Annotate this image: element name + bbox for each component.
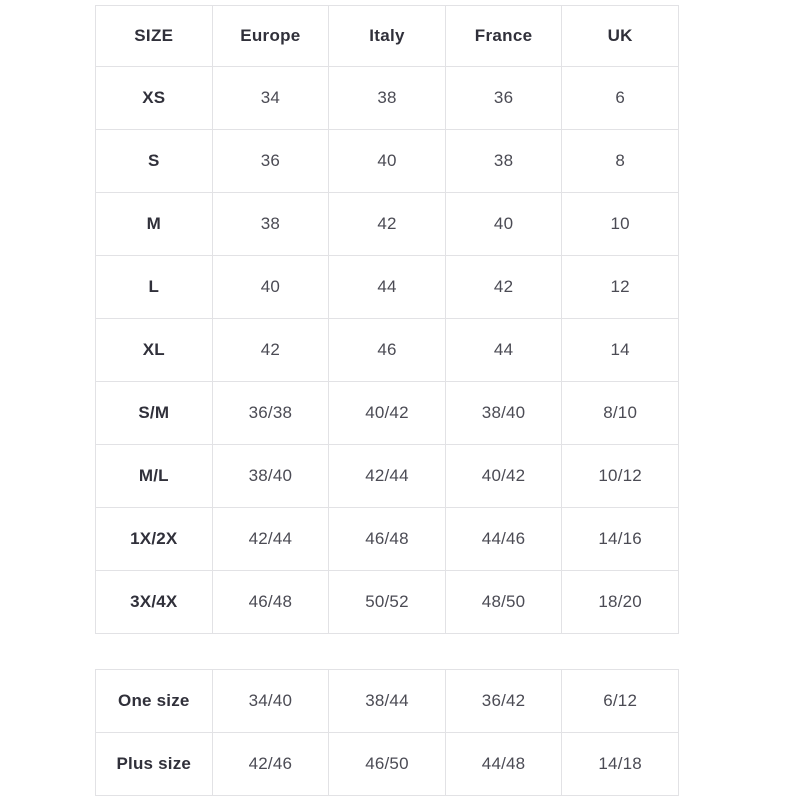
size-value-cell: 40 — [444, 192, 563, 256]
size-value-cell: 42 — [444, 255, 563, 319]
size-value-cell: 12 — [561, 255, 679, 319]
table-row: 1X/2X 42/44 46/48 44/46 14/16 — [95, 507, 679, 571]
size-value-cell: 18/20 — [561, 570, 679, 634]
size-value-cell: 46/48 — [211, 570, 330, 634]
table-row: XS 34 38 36 6 — [95, 66, 679, 130]
tables-container: SIZE Europe Italy France UK XS 34 38 36 6 S 36 40 38… — [95, 5, 679, 796]
table-row: XL 42 46 44 14 — [95, 318, 679, 382]
size-value-cell: 48/50 — [444, 570, 563, 634]
size-value-cell: 40/42 — [328, 381, 446, 445]
size-value-cell: 38 — [444, 129, 563, 193]
table-row: Plus size 42/46 46/50 44/48 14/18 — [95, 732, 679, 796]
size-value-cell: 14/18 — [561, 732, 679, 796]
size-value-cell: 46 — [328, 318, 446, 382]
size-value-cell: 46/48 — [328, 507, 446, 571]
size-label-cell: L — [95, 255, 213, 319]
size-label-cell: M — [95, 192, 213, 256]
table-row: S/M 36/38 40/42 38/40 8/10 — [95, 381, 679, 445]
size-label-cell: XS — [95, 66, 213, 130]
size-label-cell: 3X/4X — [95, 570, 213, 634]
special-table-body: One size 34/40 38/44 36/42 6/12 Plus size 42/4… — [95, 669, 679, 796]
size-value-cell: 6/12 — [561, 669, 679, 733]
size-value-cell: 40 — [211, 255, 330, 319]
size-value-cell: 44 — [328, 255, 446, 319]
column-header-europe: Europe — [211, 5, 330, 67]
special-size-table: One size 34/40 38/44 36/42 6/12 Plus size 42/4… — [95, 669, 679, 796]
size-value-cell: 42 — [211, 318, 330, 382]
size-value-cell: 36 — [444, 66, 563, 130]
size-value-cell: 34 — [211, 66, 330, 130]
size-value-cell: 42 — [328, 192, 446, 256]
size-value-cell: 10 — [561, 192, 679, 256]
size-value-cell: 38 — [328, 66, 446, 130]
size-value-cell: 44 — [444, 318, 563, 382]
size-value-cell: 8/10 — [561, 381, 679, 445]
size-value-cell: 38 — [211, 192, 330, 256]
size-value-cell: 42/46 — [211, 732, 330, 796]
table-row: M 38 42 40 10 — [95, 192, 679, 256]
size-value-cell: 36 — [211, 129, 330, 193]
size-label-cell: Plus size — [95, 732, 213, 796]
size-value-cell: 50/52 — [328, 570, 446, 634]
size-label-cell: M/L — [95, 444, 213, 508]
size-label-cell: XL — [95, 318, 213, 382]
size-value-cell: 36/38 — [211, 381, 330, 445]
size-label-cell: 1X/2X — [95, 507, 213, 571]
size-table-body: XS 34 38 36 6 S 36 40 38 8 M 38 42 40 10 L 40 44 42 12 XL 42 4… — [95, 66, 679, 634]
size-label-cell: S — [95, 129, 213, 193]
size-value-cell: 44/46 — [444, 507, 563, 571]
size-value-cell: 14 — [561, 318, 679, 382]
size-value-cell: 36/42 — [444, 669, 563, 733]
size-value-cell: 46/50 — [328, 732, 446, 796]
column-header-size: SIZE — [95, 5, 213, 67]
column-header-italy: Italy — [328, 5, 446, 67]
size-value-cell: 44/48 — [444, 732, 563, 796]
size-value-cell: 38/40 — [211, 444, 330, 508]
size-label-cell: S/M — [95, 381, 213, 445]
size-value-cell: 14/16 — [561, 507, 679, 571]
size-conversion-table: SIZE Europe Italy France UK XS 34 38 36 6 S 36 40 38… — [95, 5, 679, 634]
table-row: One size 34/40 38/44 36/42 6/12 — [95, 669, 679, 733]
size-value-cell: 42/44 — [328, 444, 446, 508]
column-header-uk: UK — [561, 5, 679, 67]
column-header-france: France — [444, 5, 563, 67]
table-row: M/L 38/40 42/44 40/42 10/12 — [95, 444, 679, 508]
size-value-cell: 34/40 — [211, 669, 330, 733]
size-value-cell: 38/44 — [328, 669, 446, 733]
size-value-cell: 10/12 — [561, 444, 679, 508]
size-value-cell: 42/44 — [211, 507, 330, 571]
table-row: 3X/4X 46/48 50/52 48/50 18/20 — [95, 570, 679, 634]
table-row: L 40 44 42 12 — [95, 255, 679, 319]
table-row: S 36 40 38 8 — [95, 129, 679, 193]
size-table-header: SIZE Europe Italy France UK — [95, 5, 679, 67]
size-value-cell: 40/42 — [444, 444, 563, 508]
size-value-cell: 6 — [561, 66, 679, 130]
size-value-cell: 38/40 — [444, 381, 563, 445]
size-value-cell: 8 — [561, 129, 679, 193]
header-row: SIZE Europe Italy France UK — [95, 5, 679, 67]
size-value-cell: 40 — [328, 129, 446, 193]
size-label-cell: One size — [95, 669, 213, 733]
